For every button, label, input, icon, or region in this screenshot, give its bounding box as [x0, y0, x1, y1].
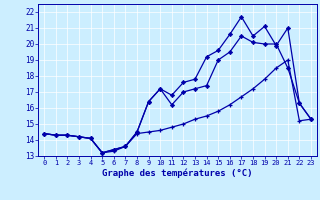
- X-axis label: Graphe des températures (°C): Graphe des températures (°C): [102, 169, 253, 178]
